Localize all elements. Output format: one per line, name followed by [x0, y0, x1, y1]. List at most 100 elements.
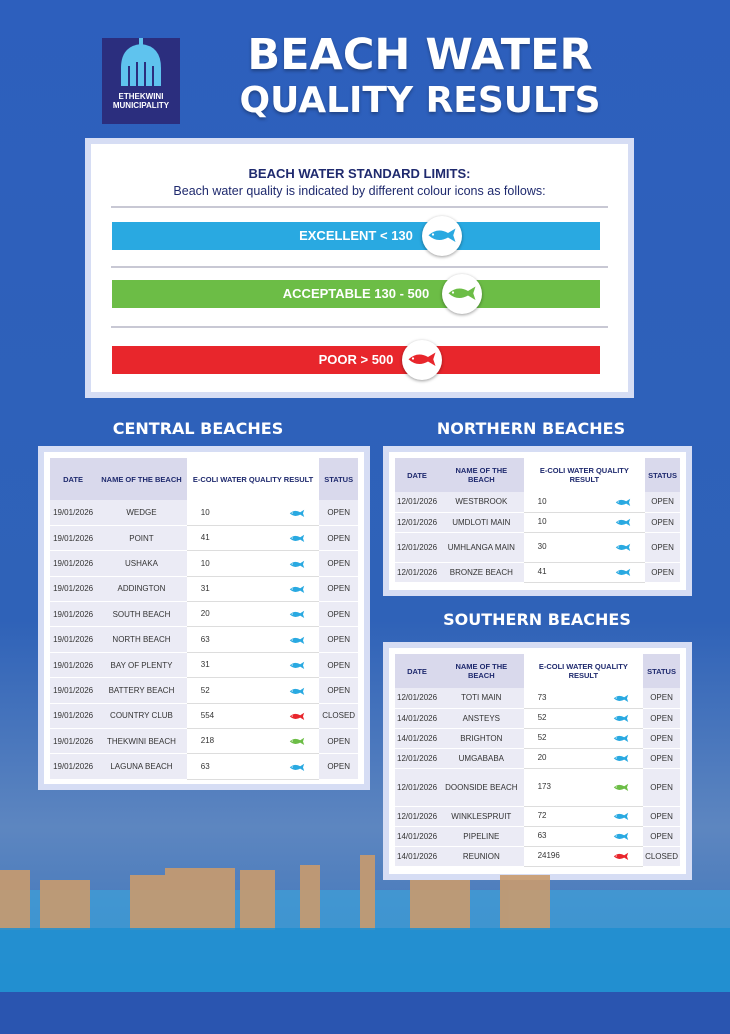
- table-cell: WINKLESPRUIT: [439, 806, 524, 827]
- fish-icon: [448, 286, 476, 300]
- table-cell: 31: [186, 652, 320, 679]
- table-row: 14/01/2026 REUNION 24196 CLOSED: [395, 846, 680, 867]
- legend-title: BEACH WATER STANDARD LIMITS:: [248, 166, 471, 181]
- fish-icon: [613, 783, 629, 792]
- table-cell: 10: [523, 512, 646, 533]
- table-cell: 63: [523, 826, 644, 847]
- table-cell: 12/01/2026: [395, 562, 440, 583]
- table-cell: 19/01/2026: [50, 753, 97, 780]
- result-value: 73: [537, 692, 547, 702]
- column-header: DATE: [50, 458, 97, 500]
- table-cell: OPEN: [643, 708, 680, 729]
- table-cell: ADDINGTON: [96, 576, 187, 603]
- table-cell: BRONZE BEACH: [439, 562, 524, 583]
- level-label: POOR > 500: [318, 352, 394, 367]
- table-row: 12/01/2026 DOONSIDE BEACH 173 OPEN: [395, 768, 680, 807]
- fish-icon: [290, 763, 305, 771]
- table: DATE NAME OF THE BEACH E-COLI WATER QUALIT…: [50, 458, 358, 780]
- result-value: 24196: [537, 851, 560, 861]
- legend-box: BEACH WATER STANDARD LIMITS: Beach water…: [85, 138, 634, 398]
- table-cell: OPEN: [319, 652, 358, 679]
- table-row: 19/01/2026 BAY OF PLENTY 31 OPEN: [50, 652, 358, 679]
- level-bar: ACCEPTABLE 130 - 500: [112, 274, 600, 314]
- table-cell: ANSTEYS: [439, 708, 524, 729]
- table-row: 19/01/2026 SOUTH BEACH 20 OPEN: [50, 601, 358, 628]
- result-value: 63: [200, 634, 210, 644]
- column-header: NAME OF THE BEACH: [96, 458, 187, 500]
- fish-icon: [615, 543, 631, 552]
- fish-icon: [290, 560, 305, 568]
- title: BEACH WATER QUALITY RESULTS: [205, 32, 635, 124]
- table-cell: 12/01/2026: [395, 768, 440, 807]
- fish-icon: [290, 509, 305, 517]
- table-cell: 24196: [523, 846, 644, 867]
- fish-icon: [613, 754, 629, 763]
- table-cell: 63: [186, 753, 320, 780]
- table-cell: 12/01/2026: [395, 748, 440, 769]
- table-cell: 19/01/2026: [50, 728, 97, 755]
- table-cell: PIPELINE: [439, 826, 524, 847]
- table-cell: SOUTH BEACH: [96, 601, 187, 628]
- logo-text: MUNICIPALITY: [112, 101, 170, 110]
- column-header: E-COLI WATER QUALITY RESULT: [523, 458, 646, 492]
- table-row: 19/01/2026 COUNTRY CLUB 554 CLOSED: [50, 703, 358, 730]
- table-cell: OPEN: [319, 576, 358, 603]
- table-cell: 12/01/2026: [395, 492, 440, 513]
- table-cell: OPEN: [645, 512, 680, 533]
- table-cell: 19/01/2026: [50, 576, 97, 603]
- fish-icon: [290, 738, 305, 746]
- fish-icon: [290, 585, 305, 593]
- table-cell: OPEN: [643, 826, 680, 847]
- fish-icon: [290, 636, 305, 644]
- table-cell: UMDLOTI MAIN: [439, 512, 524, 533]
- column-header: DATE: [395, 654, 440, 688]
- table: DATE NAME OF THE BEACH E-COLI WATER QUALIT…: [395, 654, 680, 867]
- table-cell: 12/01/2026: [395, 512, 440, 533]
- fish-icon: [613, 832, 629, 841]
- table-row: 12/01/2026 UMHLANGA MAIN 30 OPEN: [395, 532, 680, 563]
- table-cell: TOTI MAIN: [439, 688, 524, 709]
- table-cell: 19/01/2026: [50, 550, 97, 577]
- level-label: EXCELLENT < 130: [299, 228, 413, 243]
- table-cell: 52: [523, 708, 644, 729]
- fish-icon: [615, 568, 631, 577]
- table-cell: 41: [523, 562, 646, 583]
- header-row: DATE NAME OF THE BEACH E-COLI WATER QUALIT…: [50, 458, 358, 500]
- fish-icon: [613, 694, 629, 702]
- table-cell: 52: [186, 677, 320, 704]
- table-row: 12/01/2026 TOTI MAIN 73 OPEN: [395, 688, 680, 709]
- table-row: 12/01/2026 UMDLOTI MAIN 10 OPEN: [395, 512, 680, 533]
- fish-icon: [290, 661, 305, 670]
- result-value: 30: [537, 542, 547, 552]
- table-cell: WEDGE: [96, 500, 187, 526]
- table-cell: 63: [186, 626, 320, 653]
- header-row: DATE NAME OF THE BEACH E-COLI WATER QUALIT…: [395, 458, 680, 492]
- table-cell: CLOSED: [319, 703, 358, 730]
- separator: [111, 206, 608, 208]
- header-row: DATE NAME OF THE BEACH E-COLI WATER QUALIT…: [395, 654, 680, 688]
- table-cell: COUNTRY CLUB: [96, 703, 187, 730]
- fish-icon: [615, 498, 631, 506]
- table-row: 19/01/2026 USHAKA 10 OPEN: [50, 550, 358, 577]
- table-cell: OPEN: [319, 677, 358, 704]
- fish-icon: [408, 352, 436, 366]
- title-line: QUALITY RESULTS: [239, 80, 601, 121]
- table-cell: 20: [186, 601, 320, 628]
- table-cell: USHAKA: [96, 550, 187, 577]
- table-cell: OPEN: [643, 768, 680, 807]
- table-cell: WESTBROOK: [439, 492, 524, 513]
- fish-icon: [442, 274, 482, 314]
- level-label: ACCEPTABLE 130 - 500: [282, 286, 430, 301]
- column-header: STATUS: [643, 654, 680, 688]
- table-cell: OPEN: [319, 550, 358, 577]
- table-frame: DATE NAME OF THE BEACH E-COLI WATER QUALIT…: [383, 642, 692, 880]
- table-cell: OPEN: [643, 748, 680, 769]
- table-cell: 30: [523, 532, 646, 563]
- result-value: 52: [200, 685, 210, 695]
- result-value: 173: [537, 782, 551, 792]
- result-value: 20: [200, 609, 210, 619]
- fish-icon: [290, 712, 305, 720]
- table-row: 19/01/2026 NORTH BEACH 63 OPEN: [50, 626, 358, 653]
- table-frame: DATE NAME OF THE BEACH E-COLI WATER QUALIT…: [38, 446, 370, 790]
